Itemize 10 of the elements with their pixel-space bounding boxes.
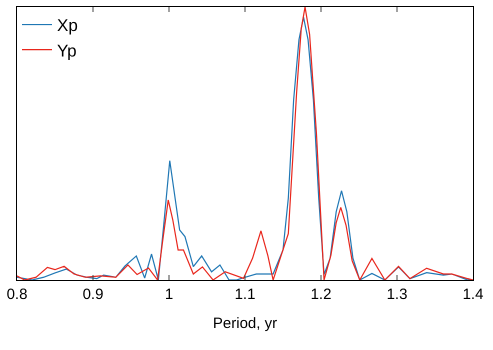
x-tick-label: 1.2 [310,286,332,303]
x-axis-title: Period, yr [212,315,278,332]
x-tick-label: 1.3 [386,286,408,303]
legend-label: Xp [57,16,78,36]
x-tick-label: 1.1 [234,286,256,303]
x-tick-label: 1 [164,286,174,303]
x-tick-label: 0.8 [6,286,28,303]
x-tick-label: 0.9 [82,286,104,303]
legend-label: Yp [57,41,77,60]
x-tick-label: 1.4 [462,286,484,303]
